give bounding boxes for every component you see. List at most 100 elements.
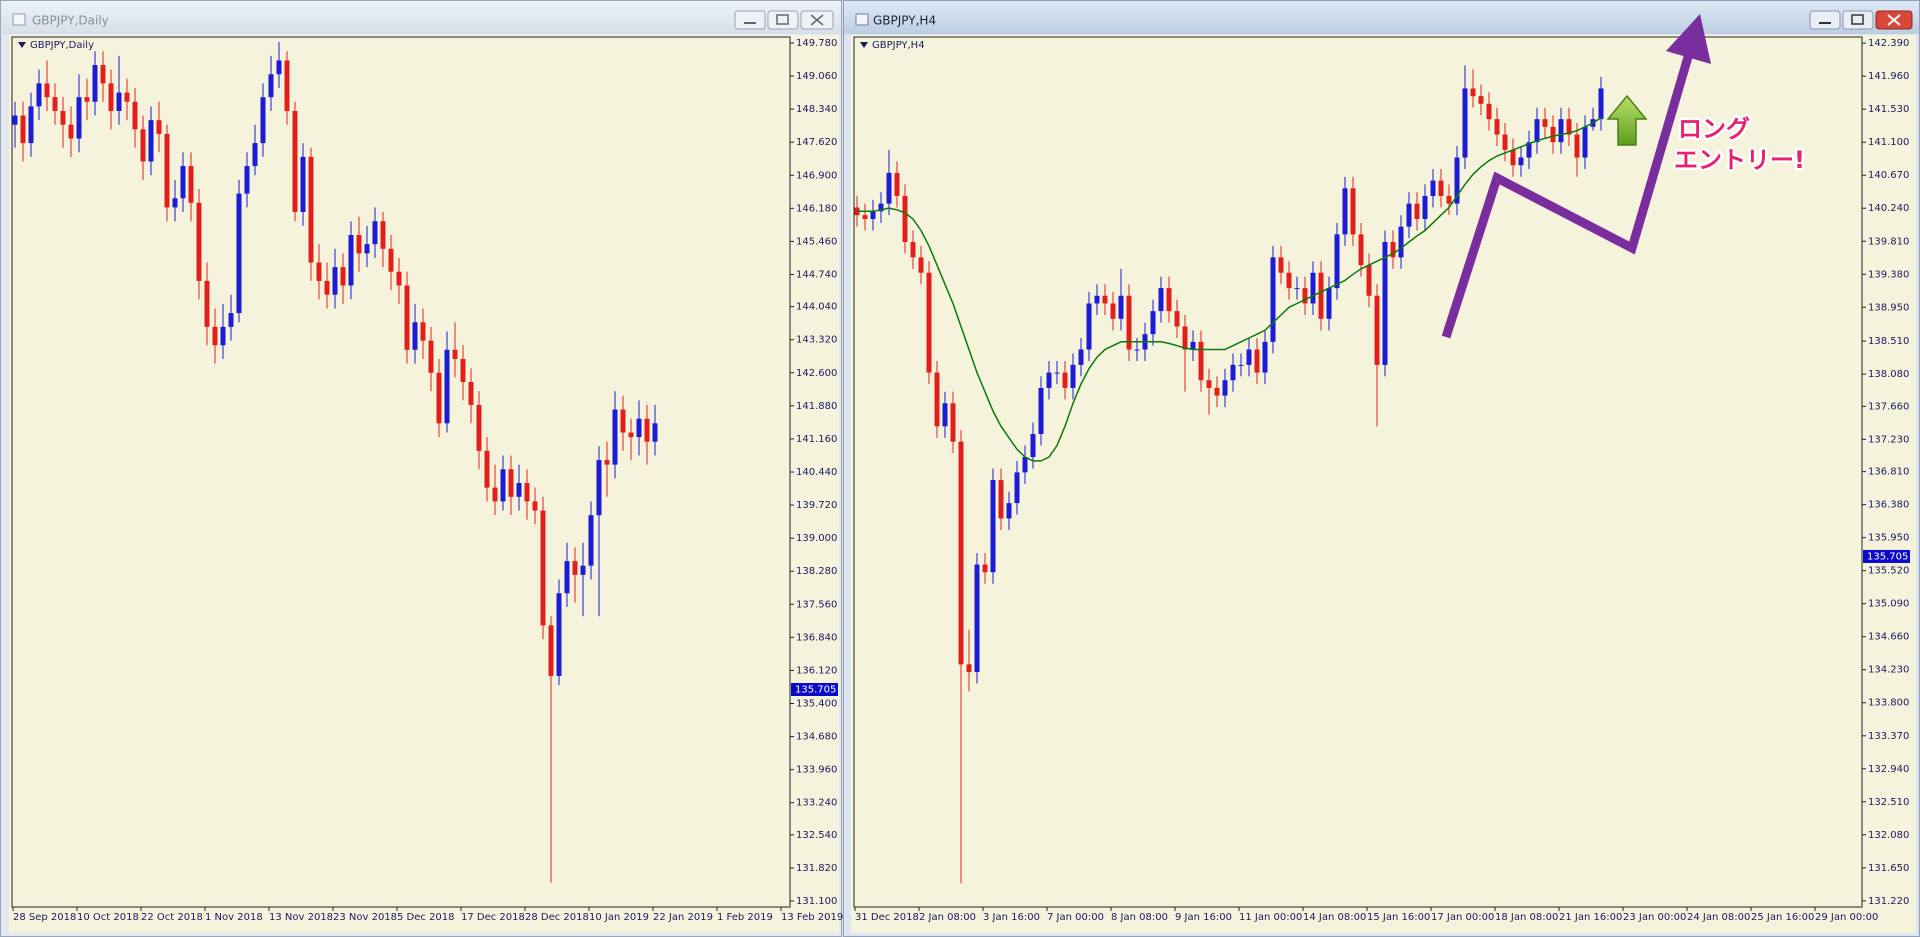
candle-body (20, 115, 26, 144)
x-tick-label: 22 Jan 2019 (653, 912, 713, 923)
price-label-box (1863, 549, 1910, 563)
y-tick-label: 138.280 (796, 566, 837, 577)
candle-body (524, 483, 530, 502)
candle-body (926, 272, 932, 373)
candle-body (396, 271, 402, 286)
candle-body (292, 110, 298, 213)
candle-body (508, 469, 514, 497)
candle-body (1310, 272, 1316, 304)
y-tick-label: 131.220 (1868, 896, 1909, 907)
candle-body (990, 480, 996, 573)
candle-body (244, 166, 250, 194)
candle-body (1046, 372, 1052, 388)
x-tick-label: 29 Jan 00:00 (1815, 912, 1878, 923)
y-tick-label: 131.100 (796, 896, 837, 907)
candle-body (1414, 203, 1420, 219)
candle-body (100, 65, 106, 84)
y-tick-label: 136.120 (796, 665, 837, 676)
candle-body (1582, 126, 1588, 158)
candle-body (372, 221, 378, 245)
candle-body (1086, 303, 1092, 350)
candle-body (596, 460, 602, 516)
candle-body (484, 450, 490, 488)
y-tick-label: 141.160 (796, 434, 837, 445)
x-tick-label: 24 Jan 08:00 (1687, 912, 1750, 923)
y-tick-label: 144.740 (796, 269, 837, 280)
candle-body (636, 418, 642, 438)
candle-body (1350, 188, 1356, 235)
candle-body (1102, 295, 1108, 304)
x-tick-label: 17 Dec 2018 (461, 912, 525, 923)
candle-body (340, 267, 346, 286)
candle-body (1166, 288, 1172, 312)
candle-body (460, 359, 466, 382)
candle-body (156, 120, 162, 134)
candle-body (428, 340, 434, 373)
candle-body (1390, 242, 1396, 258)
candle-body (220, 326, 226, 346)
x-tick-label: 1 Nov 2018 (205, 912, 263, 923)
y-tick-label: 135.520 (1868, 566, 1909, 577)
candle-body (1054, 372, 1060, 374)
y-tick-label: 145.460 (796, 236, 837, 247)
candle-body (1230, 364, 1236, 381)
minimize-button[interactable] (734, 10, 766, 30)
price-label: 135.705 (1867, 551, 1908, 562)
candle-body (1038, 387, 1044, 434)
y-tick-label: 141.100 (1868, 137, 1909, 148)
close-icon (810, 14, 824, 26)
y-tick-label: 135.950 (1868, 533, 1909, 544)
candle-body (1542, 119, 1548, 127)
x-tick-label: 17 Jan 00:00 (1431, 912, 1494, 923)
y-tick-label: 131.650 (1868, 863, 1909, 874)
x-tick-label: 22 Oct 2018 (141, 912, 203, 923)
candle-body (1598, 88, 1604, 120)
y-tick-label: 140.440 (796, 467, 837, 478)
candle-body (332, 267, 338, 295)
y-tick-label: 133.370 (1868, 731, 1909, 742)
restore-button[interactable] (1842, 10, 1874, 30)
y-tick-label: 142.390 (1868, 38, 1909, 49)
annotation-text: エントリー! (1674, 146, 1805, 174)
candle-body (1566, 119, 1572, 135)
candle-body (404, 285, 410, 350)
candle-body (1070, 364, 1076, 388)
candle-body (1134, 349, 1140, 351)
candle-body (380, 221, 386, 249)
candle-body (942, 403, 948, 427)
restore-icon (776, 14, 789, 25)
minimize-button[interactable] (1809, 10, 1841, 30)
candle-body (1478, 96, 1484, 104)
candle-body (556, 593, 562, 676)
candle-body (628, 432, 634, 438)
candle-body (436, 372, 442, 424)
candle-body (204, 280, 210, 327)
y-tick-label: 134.230 (1868, 665, 1909, 676)
candle-body (180, 166, 186, 199)
restore-button[interactable] (767, 10, 799, 30)
candle-body (412, 322, 418, 350)
candle-body (910, 242, 916, 258)
candle-body (492, 487, 498, 502)
candle-body (958, 441, 964, 665)
y-tick-label: 148.340 (796, 104, 837, 115)
candle-body (878, 203, 884, 212)
candle-body (862, 215, 868, 219)
candle-body (252, 143, 258, 167)
candle-body (1030, 433, 1036, 458)
window-icon (855, 13, 869, 26)
x-tick-label: 14 Jan 08:00 (1303, 912, 1366, 923)
y-tick-label: 144.040 (796, 302, 837, 313)
candle-body (974, 564, 980, 673)
candle-body (1558, 119, 1564, 143)
candle-body (1118, 295, 1124, 319)
x-tick-label: 5 Dec 2018 (397, 912, 455, 923)
candle-body (934, 372, 940, 427)
y-tick-label: 138.080 (1868, 369, 1909, 380)
candle-body (1110, 303, 1116, 319)
y-tick-label: 132.080 (1868, 830, 1909, 841)
candle-body (620, 409, 626, 433)
candle-body (918, 257, 924, 273)
candle-body (164, 133, 170, 208)
